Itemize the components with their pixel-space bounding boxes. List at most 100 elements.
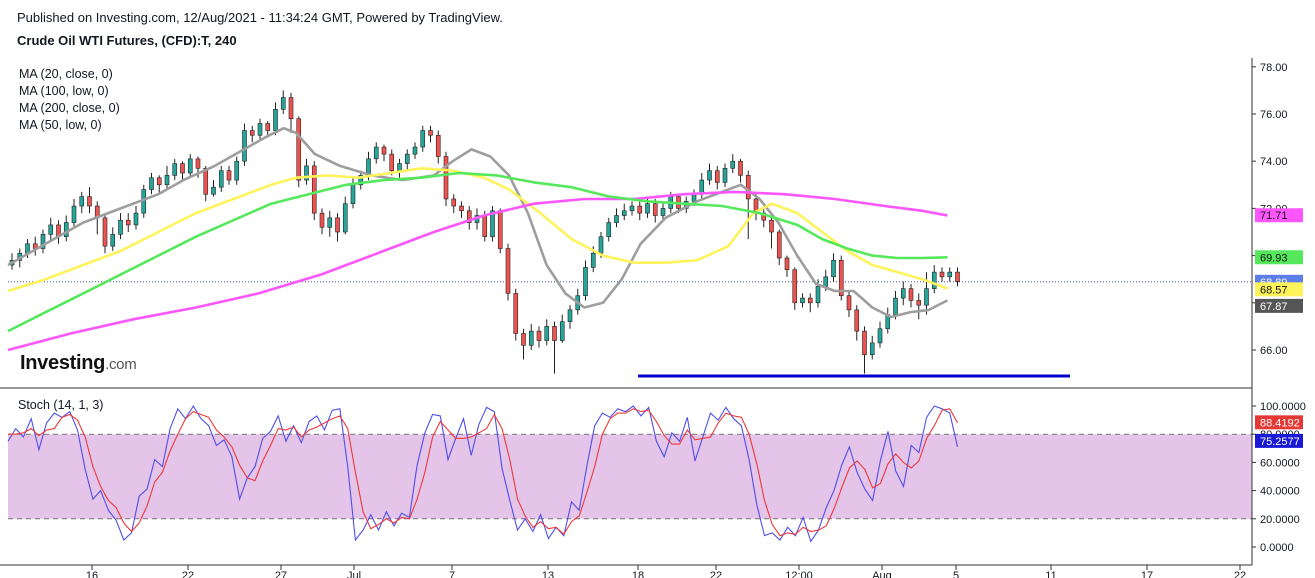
tag-stoch-k: 88.4192 bbox=[1260, 417, 1300, 429]
candle-body bbox=[211, 186, 216, 195]
x-tick-label: 5 bbox=[953, 570, 959, 578]
candle-body bbox=[877, 328, 883, 344]
x-tick-label: 22 bbox=[710, 570, 722, 578]
candle-body bbox=[807, 297, 813, 304]
candle-body bbox=[590, 252, 596, 268]
candle-body bbox=[552, 326, 557, 341]
candle-body bbox=[559, 321, 565, 341]
candle-body bbox=[172, 163, 178, 176]
tag-ma50: 69.93 bbox=[1260, 252, 1288, 264]
candle-body bbox=[381, 146, 387, 155]
candle-body bbox=[280, 97, 286, 110]
candle-body bbox=[459, 205, 464, 212]
ma-line bbox=[7, 171, 948, 333]
x-tick-label: 7 bbox=[449, 570, 455, 578]
candle-body bbox=[691, 193, 697, 202]
candle-body bbox=[234, 160, 240, 181]
candle-body bbox=[823, 276, 829, 287]
y-tick-label: 76.00 bbox=[1260, 109, 1288, 121]
candle-body bbox=[528, 330, 534, 346]
candle-body bbox=[342, 203, 348, 233]
stoch-legend[interactable]: Stoch (14, 1, 3) bbox=[18, 398, 104, 412]
candle-body bbox=[311, 165, 317, 214]
x-tick-label: 18 bbox=[632, 570, 644, 578]
candle-body bbox=[707, 170, 712, 181]
candle-body bbox=[249, 130, 255, 136]
candle-body bbox=[916, 300, 922, 306]
candle-body bbox=[273, 108, 278, 131]
candle-body bbox=[629, 205, 635, 212]
candle-body bbox=[521, 333, 526, 346]
candle-body bbox=[435, 134, 441, 157]
candle-body bbox=[815, 285, 821, 304]
candle-body bbox=[71, 205, 77, 223]
candle-body bbox=[350, 184, 356, 204]
candle-body bbox=[490, 210, 495, 238]
candle-body bbox=[730, 160, 736, 169]
candle-body bbox=[397, 163, 402, 171]
candle-body bbox=[110, 234, 116, 247]
stoch-y-tick-label: 40.0000 bbox=[1260, 486, 1300, 498]
candle-body bbox=[505, 248, 511, 294]
candle-body bbox=[319, 212, 325, 228]
candle-body bbox=[358, 175, 364, 186]
tag-ma20: 67.87 bbox=[1260, 301, 1288, 313]
candle-body bbox=[296, 118, 302, 181]
tag-stoch-d-bg bbox=[1255, 433, 1303, 448]
candle-body bbox=[195, 158, 201, 169]
candle-body bbox=[102, 217, 108, 247]
candle-body bbox=[893, 297, 898, 315]
candle-body bbox=[606, 222, 612, 238]
x-tick-label: 22 bbox=[182, 570, 194, 578]
tag-stoch-d: 75.2577 bbox=[1260, 436, 1300, 448]
candle-body bbox=[87, 196, 92, 207]
candle-body bbox=[48, 224, 54, 235]
candle-body bbox=[831, 260, 836, 278]
x-tick-label: 17 bbox=[1141, 570, 1153, 578]
tag-ma50-bg bbox=[1255, 250, 1303, 265]
candle-body bbox=[288, 97, 294, 120]
candle-body bbox=[931, 271, 937, 289]
x-tick-label: Aug bbox=[872, 570, 892, 578]
candle-body bbox=[63, 222, 69, 238]
ma-line bbox=[7, 190, 948, 352]
candle-body bbox=[466, 210, 472, 223]
legend-ma-100[interactable]: MA (100, low, 0) bbox=[19, 84, 109, 98]
legend-ma-200[interactable]: MA (200, close, 0) bbox=[19, 101, 120, 115]
candle-body bbox=[451, 198, 457, 207]
candle-body bbox=[900, 288, 906, 299]
x-tick-label: 16 bbox=[86, 570, 98, 578]
candle-body bbox=[567, 309, 573, 322]
candle-body bbox=[908, 288, 914, 301]
candles bbox=[9, 90, 960, 374]
tag-ma200-bg bbox=[1255, 208, 1303, 223]
candle-body bbox=[335, 217, 340, 233]
y-tick-label: 78.00 bbox=[1260, 62, 1288, 74]
legend-ma-20[interactable]: MA (20, close, 0) bbox=[19, 67, 113, 81]
stoch-y-tick-label: 100.0000 bbox=[1260, 401, 1306, 413]
x-tick-label: 27 bbox=[275, 570, 287, 578]
candle-body bbox=[955, 271, 960, 282]
ma-lines bbox=[7, 126, 1070, 378]
tag-stoch-k-bg bbox=[1255, 415, 1303, 430]
candle-body bbox=[482, 215, 488, 238]
ma-line bbox=[7, 167, 948, 293]
candle-body bbox=[536, 330, 542, 341]
tag-ma100-bg bbox=[1255, 282, 1303, 297]
candle-body bbox=[544, 326, 550, 341]
candle-body bbox=[327, 217, 333, 228]
candle-body bbox=[218, 170, 224, 188]
candle-body bbox=[118, 219, 123, 235]
candle-body bbox=[389, 153, 395, 171]
legend-ma-50[interactable]: MA (50, low, 0) bbox=[19, 118, 102, 132]
stoch-line bbox=[7, 404, 959, 543]
grid-lines bbox=[8, 281, 1252, 520]
candle-body bbox=[149, 177, 154, 190]
logo-suffix: .com bbox=[105, 356, 137, 373]
candle-body bbox=[769, 219, 774, 233]
y-tick-label: 74.00 bbox=[1260, 156, 1288, 168]
candle-body bbox=[846, 295, 852, 311]
candle-body bbox=[792, 269, 798, 304]
